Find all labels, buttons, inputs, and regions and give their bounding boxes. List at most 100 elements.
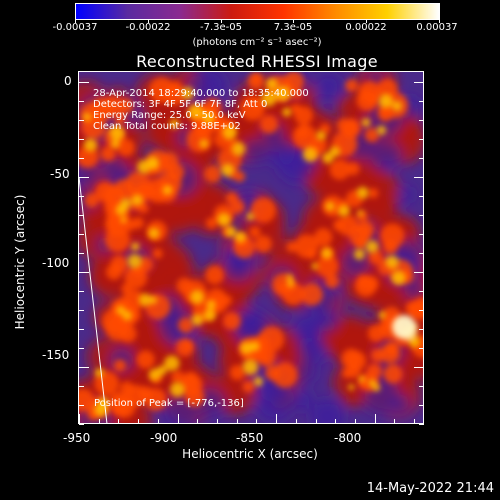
y-minor-tick: [79, 424, 84, 425]
heat-blob: [137, 160, 151, 174]
heat-blob: [138, 293, 152, 307]
heat-blob: [356, 186, 369, 199]
heat-blob: [205, 217, 218, 229]
heat-blob: [222, 312, 241, 330]
heat-blob: [181, 86, 194, 100]
heat-blob: [286, 279, 295, 288]
heat-blob: [122, 310, 133, 321]
heat-blob: [397, 186, 415, 204]
y-minor-tick: [79, 233, 84, 235]
heat-blob: [310, 399, 345, 424]
y-tick-label: -150: [42, 348, 70, 362]
heat-blob: [348, 384, 355, 391]
heat-blob: [302, 147, 318, 162]
y-minor-tick: [419, 233, 424, 235]
y-major-tick: [414, 81, 424, 83]
y-minor-tick: [79, 157, 84, 159]
y-tick-label: -100: [42, 256, 70, 270]
colorbar-tick-label: 0.00037: [416, 22, 458, 33]
annotation-detectors: Detectors: 3F 4F 5F 6F 7F 8F, Att 0: [93, 99, 268, 110]
heat-blob: [234, 231, 247, 243]
heat-blob: [254, 235, 272, 253]
y-major-tick: [414, 271, 424, 273]
heat-blob: [385, 255, 399, 269]
heat-blob: [180, 374, 203, 397]
heat-blob: [346, 162, 360, 176]
heat-blob: [311, 262, 319, 270]
heat-blob: [82, 112, 92, 122]
heat-blob: [231, 142, 246, 156]
heat-blob: [353, 248, 365, 260]
heat-blob: [122, 289, 145, 312]
heat-blob: [114, 114, 126, 125]
heat-blob: [116, 305, 126, 315]
heat-blob: [391, 270, 406, 285]
heat-blob: [376, 125, 387, 135]
colorbar-tick-label: -0.00022: [125, 22, 171, 33]
heat-blob: [204, 165, 222, 183]
heat-blob: [378, 311, 387, 319]
heat-blob: [225, 226, 236, 238]
heat-blob: [357, 210, 364, 217]
heat-blob: [275, 85, 291, 102]
heat-blob: [120, 216, 127, 224]
heat-blob: [246, 212, 255, 221]
x-minor-tick: [118, 419, 120, 424]
heat-blob: [370, 140, 402, 172]
y-major-tick: [79, 271, 89, 273]
heat-blob: [120, 198, 131, 210]
heat-blob: [131, 194, 143, 206]
y-minor-tick: [419, 138, 424, 140]
x-minor-tick: [236, 419, 238, 424]
heat-blob: [366, 363, 382, 379]
heat-blob: [333, 219, 345, 232]
heat-blob: [378, 93, 393, 109]
colorbar-ticks: [75, 20, 440, 23]
heat-blob: [113, 359, 127, 372]
x-tick-label: -950: [63, 431, 91, 445]
heat-blob: [314, 228, 333, 247]
heat-blob: [259, 114, 279, 134]
y-major-tick: [414, 176, 424, 178]
heat-blob: [175, 338, 194, 357]
heat-blob: [97, 397, 109, 408]
heat-blob: [286, 274, 293, 281]
heat-blob: [383, 364, 403, 384]
heat-blob: [321, 248, 333, 259]
peak-position-label: Position of Peak = [-776,-136]: [94, 398, 244, 409]
heat-blob: [316, 130, 326, 141]
heat-blob: [325, 274, 340, 289]
heat-blob: [253, 376, 264, 387]
heat-blob: [408, 300, 424, 321]
heat-blob: [100, 146, 116, 162]
heat-blob: [261, 90, 277, 107]
x-minor-tick: [414, 419, 416, 424]
heat-blob: [250, 197, 276, 224]
heat-blob: [177, 317, 194, 334]
plot-title: Reconstructed RHESSI Image: [136, 52, 378, 71]
heat-blob: [392, 101, 403, 111]
heat-blob: [292, 389, 314, 411]
heat-blob: [79, 146, 99, 168]
heat-blob: [152, 248, 163, 259]
heat-blob: [157, 365, 167, 376]
x-minor-tick: [335, 419, 337, 424]
heat-blob: [366, 91, 380, 106]
heat-blob: [171, 370, 185, 384]
y-tick-label: -50: [50, 167, 70, 181]
heat-blob: [383, 239, 398, 255]
heat-blob: [392, 315, 416, 339]
heat-blob: [205, 265, 225, 285]
heat-blob: [306, 248, 317, 260]
y-minor-tick: [79, 385, 84, 387]
x-minor-tick: [394, 419, 396, 424]
heat-blob: [345, 79, 359, 92]
heat-blob: [368, 188, 379, 199]
heat-blob: [337, 204, 350, 217]
heat-blob: [243, 138, 269, 164]
rhessi-image: 28-Apr-2014 18:29:40.000 to 18:35:40.000…: [79, 72, 424, 424]
heat-blob: [229, 364, 246, 381]
heat-blob: [354, 236, 368, 250]
heat-blob: [148, 77, 175, 103]
x-major-tick: [276, 414, 278, 424]
